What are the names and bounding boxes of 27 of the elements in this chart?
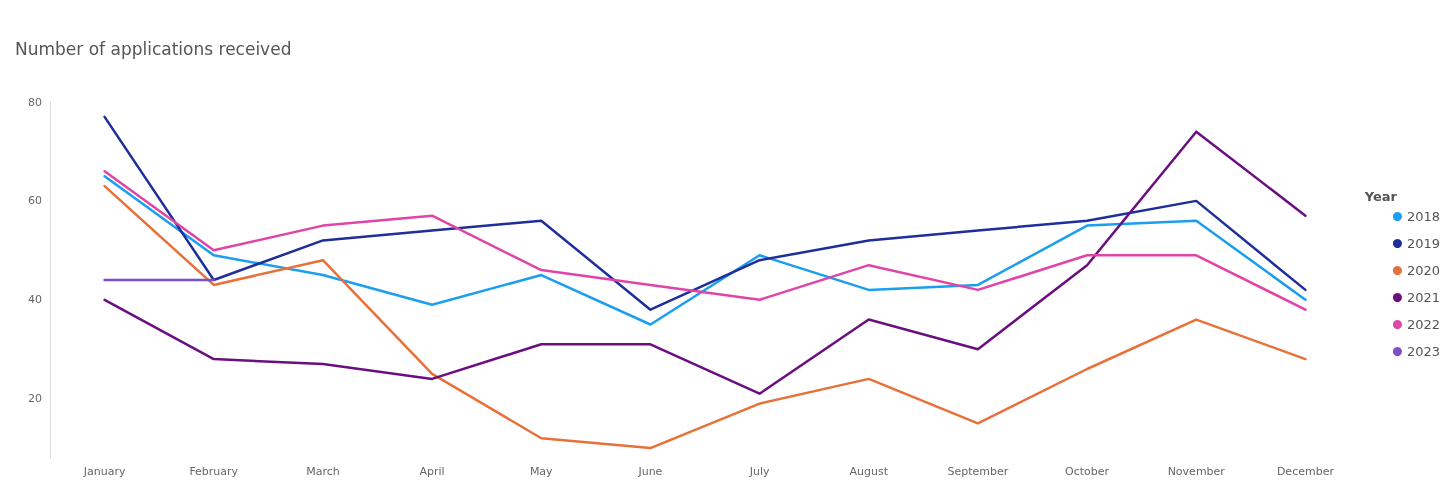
x-tick-label: May	[529, 465, 554, 478]
legend-label: 2023	[1406, 344, 1441, 359]
line-series	[103, 115, 1307, 311]
x-tick-label: September	[947, 465, 1009, 478]
x-tick-label: July	[748, 465, 770, 478]
legend-label: 2019	[1406, 236, 1441, 251]
x-tick-label: June	[637, 465, 663, 478]
x-tick-label: December	[1276, 465, 1335, 478]
x-tick-label: February	[189, 465, 239, 478]
x-tick-label: November	[1167, 465, 1226, 478]
y-tick-label: 20	[28, 392, 42, 406]
y-tick-label: 60	[28, 194, 42, 208]
legend-label: 2022	[1406, 317, 1441, 332]
y-tick-label: 80	[28, 95, 42, 109]
x-tick-label: April	[419, 465, 445, 478]
x-tick-label: August	[849, 465, 889, 478]
chart-title: Number of applications received	[15, 38, 292, 59]
legend-label: 2018	[1406, 209, 1441, 224]
line-series	[103, 130, 1307, 395]
x-tick-label: January	[82, 465, 126, 478]
legend-title: Year	[1363, 189, 1398, 204]
legend-label: 2021	[1406, 290, 1441, 305]
line-series	[103, 184, 1307, 450]
x-tick-label: October	[1065, 465, 1110, 478]
x-tick-label: March	[306, 465, 340, 478]
legend-label: 2020	[1406, 263, 1441, 278]
y-tick-label: 40	[28, 293, 42, 307]
